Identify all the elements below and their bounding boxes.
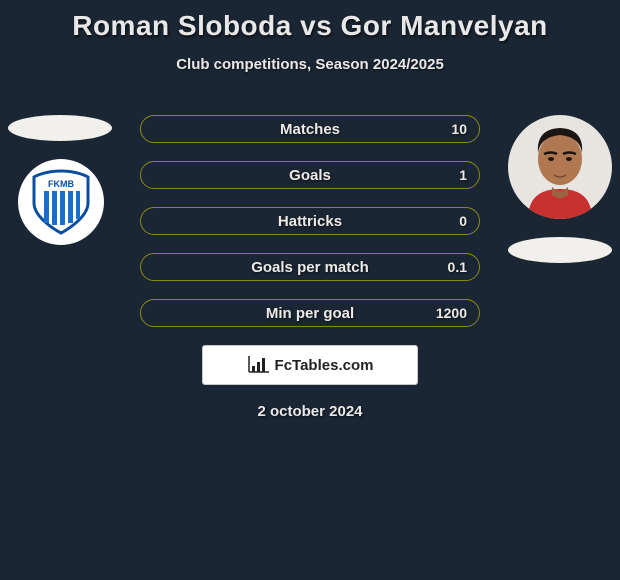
right-player-column	[508, 115, 612, 263]
date-text: 2 october 2024	[0, 403, 620, 420]
stat-row-matches: Matches 10	[140, 115, 480, 143]
left-player-column: FKMB	[8, 115, 112, 245]
stat-value-right: 1	[459, 167, 467, 183]
bar-chart-icon	[247, 356, 269, 374]
stat-value-right: 1200	[436, 305, 467, 321]
subtitle: Club competitions, Season 2024/2025	[0, 56, 620, 73]
stat-label: Goals per match	[251, 259, 369, 276]
right-club-logo-placeholder	[508, 237, 612, 263]
stat-row-goals: Goals 1	[140, 161, 480, 189]
watermark-box: FcTables.com	[202, 345, 418, 385]
stat-value-right: 0.1	[448, 259, 467, 275]
stat-label: Hattricks	[278, 213, 342, 230]
player-portrait-icon	[508, 115, 612, 219]
page-title: Roman Sloboda vs Gor Manvelyan	[0, 0, 620, 42]
club-badge-icon: FKMB	[26, 167, 96, 237]
comparison-content: FKMB Matches 10 Goals	[0, 115, 620, 420]
left-club-logo: FKMB	[18, 159, 104, 245]
svg-text:FKMB: FKMB	[48, 179, 74, 189]
stat-label: Matches	[280, 121, 340, 138]
left-player-avatar-placeholder	[8, 115, 112, 141]
stats-list: Matches 10 Goals 1 Hattricks 0 Goals per…	[140, 115, 480, 327]
right-player-avatar	[508, 115, 612, 219]
stat-label: Goals	[289, 167, 331, 184]
stat-row-min-per-goal: Min per goal 1200	[140, 299, 480, 327]
stat-value-right: 0	[459, 213, 467, 229]
stat-row-hattricks: Hattricks 0	[140, 207, 480, 235]
watermark-text: FcTables.com	[275, 357, 374, 374]
stat-label: Min per goal	[266, 305, 354, 322]
stat-value-right: 10	[451, 121, 467, 137]
stat-row-goals-per-match: Goals per match 0.1	[140, 253, 480, 281]
